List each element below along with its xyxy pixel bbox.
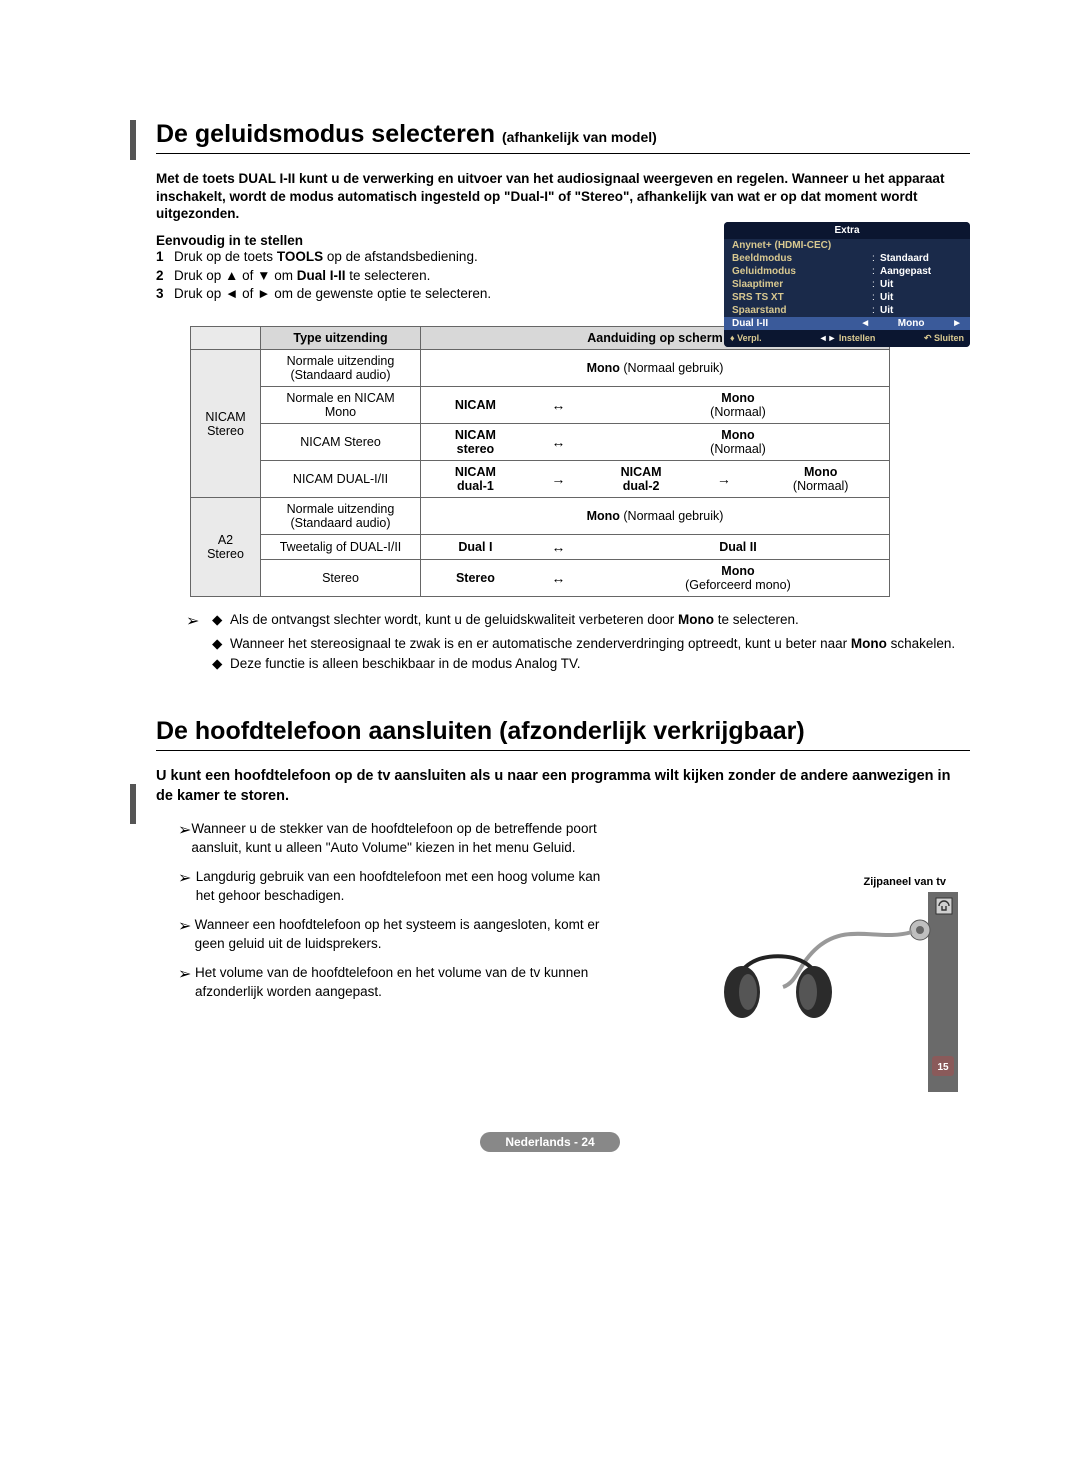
panel-label: Zijpaneel van tv <box>863 876 946 888</box>
osd-row-v: Aangepast <box>880 266 962 277</box>
th-type: Type uitzending <box>261 327 421 350</box>
cell: NICAMdual-1 <box>421 461 530 498</box>
chevron-icon: ➢ <box>178 916 195 954</box>
cell: Normale en NICAMMono <box>261 387 421 424</box>
cell: Stereo <box>261 560 421 597</box>
section-rule <box>130 120 136 160</box>
cell: Mono(Normaal) <box>587 387 890 424</box>
osd-row-k: Geluidmodus <box>732 266 872 277</box>
cell: Dual II <box>587 535 890 560</box>
arrow-right-icon: → <box>695 461 752 498</box>
triangle-right-icon: ► <box>952 318 962 329</box>
cell: Stereo <box>421 560 530 597</box>
cell: Mono (Normaal gebruik) <box>421 350 890 387</box>
osd-row-selected: Dual I-II ◄ Mono ► <box>724 317 970 330</box>
osd-row-v: Uit <box>880 292 962 303</box>
osd-row-v: Uit <box>880 305 962 316</box>
cell: Mono(Geforceerd mono) <box>587 560 890 597</box>
cell: Normale uitzending(Standaard audio) <box>261 498 421 535</box>
page-footer: Nederlands - 24 <box>480 1132 620 1152</box>
chevron-icon: ➢ <box>178 820 191 858</box>
title-underline <box>156 153 970 154</box>
headphone-icon: 15 <box>698 892 970 1092</box>
cell: Mono (Normaal gebruik) <box>421 498 890 535</box>
osd-row-v: Uit <box>880 279 962 290</box>
osd-row-k: Spaarstand <box>732 305 872 316</box>
cell: NICAM DUAL-I/II <box>261 461 421 498</box>
note-text: Langdurig gebruik van een hoofdtelefoon … <box>196 868 608 906</box>
cell: Tweetalig of DUAL-I/II <box>261 535 421 560</box>
chevron-icon: ➢ <box>186 611 212 633</box>
svg-text:15: 15 <box>937 1062 949 1073</box>
chevron-icon: ➢ <box>178 868 196 906</box>
note-text: Wanneer een hoofdtelefoon op het systeem… <box>195 916 608 954</box>
note-text: Wanneer u de stekker van de hoofdtelefoo… <box>191 820 608 858</box>
notes-list-1: ➢◆Als de ontvangst slechter wordt, kunt … <box>186 611 970 673</box>
cat-a2: A2Stereo <box>191 498 261 597</box>
osd-row-k: Beeldmodus <box>732 253 872 264</box>
osd-row-k: Anynet+ (HDMI-CEC) <box>732 240 962 251</box>
osd-title: Extra <box>724 222 970 239</box>
diamond-icon: ◆ <box>212 611 230 633</box>
cell: Normale uitzending(Standaard audio) <box>261 350 421 387</box>
section-rule <box>130 784 136 824</box>
cell: Dual I <box>421 535 530 560</box>
arrow-both-icon: ↔ <box>530 560 587 597</box>
osd-row-v: Standaard <box>880 253 962 264</box>
title-main: De geluidsmodus selecteren <box>156 120 495 148</box>
cell: NICAMdual-2 <box>587 461 695 498</box>
cat-nicam: NICAMStereo <box>191 350 261 498</box>
section1-title: De geluidsmodus selecteren (afhankelijk … <box>156 120 970 149</box>
diamond-icon: ◆ <box>212 655 230 673</box>
osd-panel: Extra Anynet+ (HDMI-CEC) Beeldmodus:Stan… <box>724 222 970 347</box>
diamond-icon: ◆ <box>212 635 230 653</box>
note-text: Het volume van de hoofdtelefoon en het v… <box>195 964 608 1002</box>
arrow-both-icon: ↔ <box>530 424 587 461</box>
arrow-both-icon: ↔ <box>530 387 587 424</box>
section2-title: De hoofdtelefoon aansluiten (afzonderlij… <box>156 717 970 746</box>
headphone-notes: ➢Wanneer u de stekker van de hoofdtelefo… <box>178 820 608 1001</box>
cell: NICAM Stereo <box>261 424 421 461</box>
section1-intro: Met de toets DUAL I-II kunt u de verwerk… <box>156 170 970 223</box>
osd-row-k: SRS TS XT <box>732 292 872 303</box>
side-panel-illustration: Zijpaneel van tv 15 <box>698 876 970 1086</box>
title-underline <box>156 750 970 751</box>
arrow-right-icon: → <box>530 461 587 498</box>
cell: NICAMstereo <box>421 424 530 461</box>
chevron-icon: ➢ <box>178 964 195 1002</box>
title-sub: (afhankelijk van model) <box>502 129 657 145</box>
cell: NICAM <box>421 387 530 424</box>
th-blank <box>191 327 261 350</box>
cell: Mono(Normaal) <box>752 461 889 498</box>
osd-footer: ♦ Verpl. ◄► Instellen ↶ Sluiten <box>724 330 970 347</box>
arrow-both-icon: ↔ <box>530 535 587 560</box>
audio-mode-table: Type uitzending Aanduiding op scherm NIC… <box>190 326 890 597</box>
osd-row-k: Slaaptimer <box>732 279 872 290</box>
cell: Mono(Normaal) <box>587 424 890 461</box>
triangle-left-icon: ◄ <box>860 318 870 329</box>
section2-intro: U kunt een hoofdtelefoon op de tv aanslu… <box>156 767 970 806</box>
